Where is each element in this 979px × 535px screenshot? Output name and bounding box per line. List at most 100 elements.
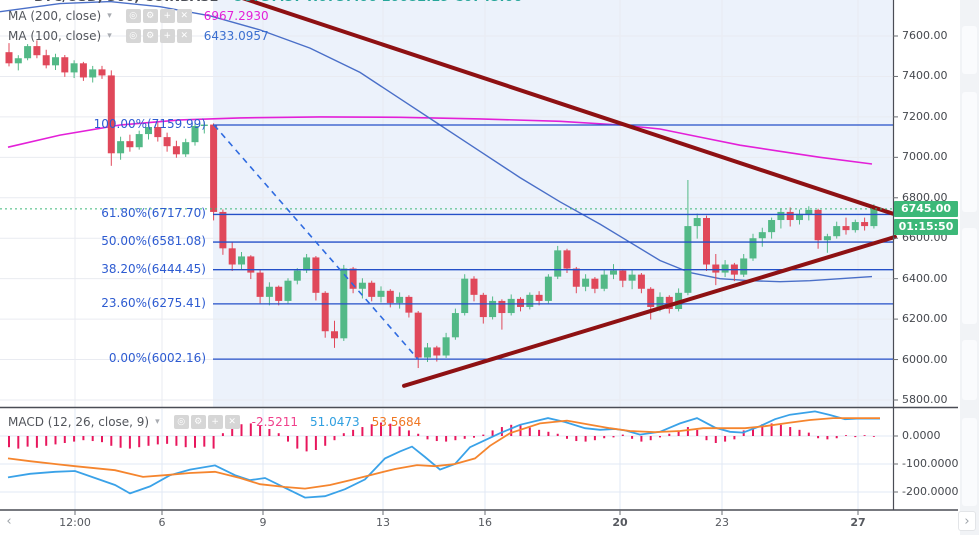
candle-body (200, 124, 208, 126)
candle-body (600, 274, 608, 289)
candle-body (851, 222, 859, 231)
candle-body (414, 312, 422, 358)
ma100-line (0, 0, 873, 283)
fib-label: 61.80%(6717.70) (101, 206, 206, 221)
ma100-label[interactable]: MA (100, close) (8, 29, 102, 43)
candle-body (24, 46, 32, 59)
macd-hist-value: -2.5211 (251, 415, 298, 429)
candle-body (303, 257, 311, 271)
candle-body (517, 298, 524, 307)
panel-block (962, 92, 977, 212)
macd-label[interactable]: MACD (12, 26, close, 9) (8, 415, 150, 429)
add-icon[interactable]: + (207, 415, 223, 429)
gear-icon[interactable]: ⚙ (190, 415, 206, 429)
candle-body (796, 213, 803, 221)
ma200-label[interactable]: MA (200, close) (8, 9, 102, 23)
candle-body (163, 137, 171, 147)
candle-body (554, 250, 562, 277)
candle-body (665, 296, 673, 309)
macd-tick-label: 0.0000 (902, 429, 941, 442)
close-icon[interactable]: ✕ (176, 9, 192, 23)
close-icon[interactable]: ✕ (224, 415, 240, 429)
eye-icon[interactable]: ◎ (173, 415, 189, 429)
symbol-label: BTC/USD, 360, COINBASE (34, 0, 218, 5)
candle-body (786, 211, 794, 221)
macd-signal-value: 53.5684 (371, 415, 422, 429)
candle-body (749, 238, 757, 259)
candle-body (349, 268, 357, 289)
candle-body (563, 250, 571, 269)
candle-body (79, 63, 87, 78)
candle-body (107, 75, 115, 154)
candle-body (833, 226, 841, 237)
candle-body (33, 46, 41, 56)
candle-body (637, 274, 645, 289)
price-tick-label: 6200.00 (902, 312, 948, 326)
add-icon[interactable]: + (159, 29, 175, 43)
candle-body (284, 280, 292, 301)
ohlc-values: O6737.57 H6757.00 L6682.19 C6745.00 (232, 0, 522, 5)
time-tick-label: 27 (850, 516, 866, 529)
candle-body (777, 211, 785, 221)
candle-body (405, 296, 413, 313)
time-tick-label: 6 (158, 516, 166, 529)
candle-body (805, 209, 813, 214)
time-tick-label: 20 (612, 516, 628, 529)
candle-body (470, 278, 478, 295)
candle-body (238, 256, 245, 265)
candle-body (321, 292, 329, 332)
candle-body (628, 274, 636, 281)
candle-body (293, 270, 301, 281)
candle-body (247, 256, 255, 273)
candle-body (358, 282, 366, 289)
eye-icon[interactable]: ◎ (125, 9, 141, 23)
add-icon[interactable]: + (159, 9, 175, 23)
candle-body (14, 58, 22, 64)
candle-body (870, 208, 878, 227)
close-icon[interactable]: ✕ (176, 29, 192, 43)
candle-body (721, 264, 729, 273)
bar-countdown-badge: 01:15:50 (894, 218, 958, 235)
candle-body (498, 300, 506, 314)
price-tick-label: 7600.00 (902, 29, 948, 42)
panel-block (962, 26, 977, 74)
candle-body (52, 57, 59, 66)
scroll-right-icon[interactable]: › (958, 511, 976, 531)
candle-body (117, 141, 125, 154)
candle-body (424, 347, 431, 358)
candle-body (647, 288, 655, 307)
candle-body (461, 278, 469, 314)
fib-label: 23.60%(6275.41) (101, 295, 206, 310)
price-tick-label: 7200.00 (902, 109, 948, 123)
scroll-left-icon[interactable]: ‹ (6, 513, 12, 529)
candle-body (312, 257, 320, 293)
eye-icon[interactable]: ◎ (125, 29, 141, 43)
candle-body (89, 69, 97, 78)
session-tint (213, 0, 893, 407)
gear-icon[interactable]: ⚙ (142, 29, 158, 43)
candle-body (145, 127, 152, 135)
candle-body (42, 55, 50, 66)
right-panel-strip[interactable] (960, 0, 979, 535)
price-tick-label: 6000.00 (902, 352, 948, 366)
candle-body (70, 63, 78, 73)
chevron-down-icon[interactable]: ▾ (107, 11, 112, 21)
trend-line (402, 234, 897, 388)
candle-body (219, 211, 227, 249)
symbol-quote-row: BTC/USD, 360, COINBASE O6737.57 H6757.00… (34, 0, 523, 5)
macd-line-value: 51.0473 (309, 415, 360, 429)
macd-signal-line (7, 417, 880, 490)
candle-body (703, 218, 710, 265)
fib-label: 0.00%(6002.16) (108, 351, 206, 366)
candle-body (191, 125, 199, 143)
candle-body (154, 127, 162, 138)
candle-body (693, 218, 701, 227)
macd-buttons: ◎ ⚙ + ✕ (173, 415, 240, 429)
indicator-row-ma100: MA (100, close) ▾ ◎ ⚙ + ✕ 6433.0957 (8, 29, 269, 43)
panel-block (962, 340, 977, 400)
chevron-down-icon[interactable]: ▾ (107, 31, 112, 41)
gear-icon[interactable]: ⚙ (142, 9, 158, 23)
chevron-down-icon[interactable]: ▾ (155, 417, 160, 427)
